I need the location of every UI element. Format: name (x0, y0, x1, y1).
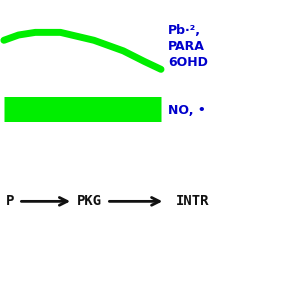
Text: Pb·²,
PARA
6OHD: Pb·², PARA 6OHD (168, 24, 208, 69)
Text: INTR: INTR (176, 194, 209, 208)
Text: PKG: PKG (77, 194, 102, 208)
Text: P: P (6, 194, 14, 208)
Polygon shape (11, 98, 23, 120)
Text: NO, •: NO, • (168, 104, 206, 117)
